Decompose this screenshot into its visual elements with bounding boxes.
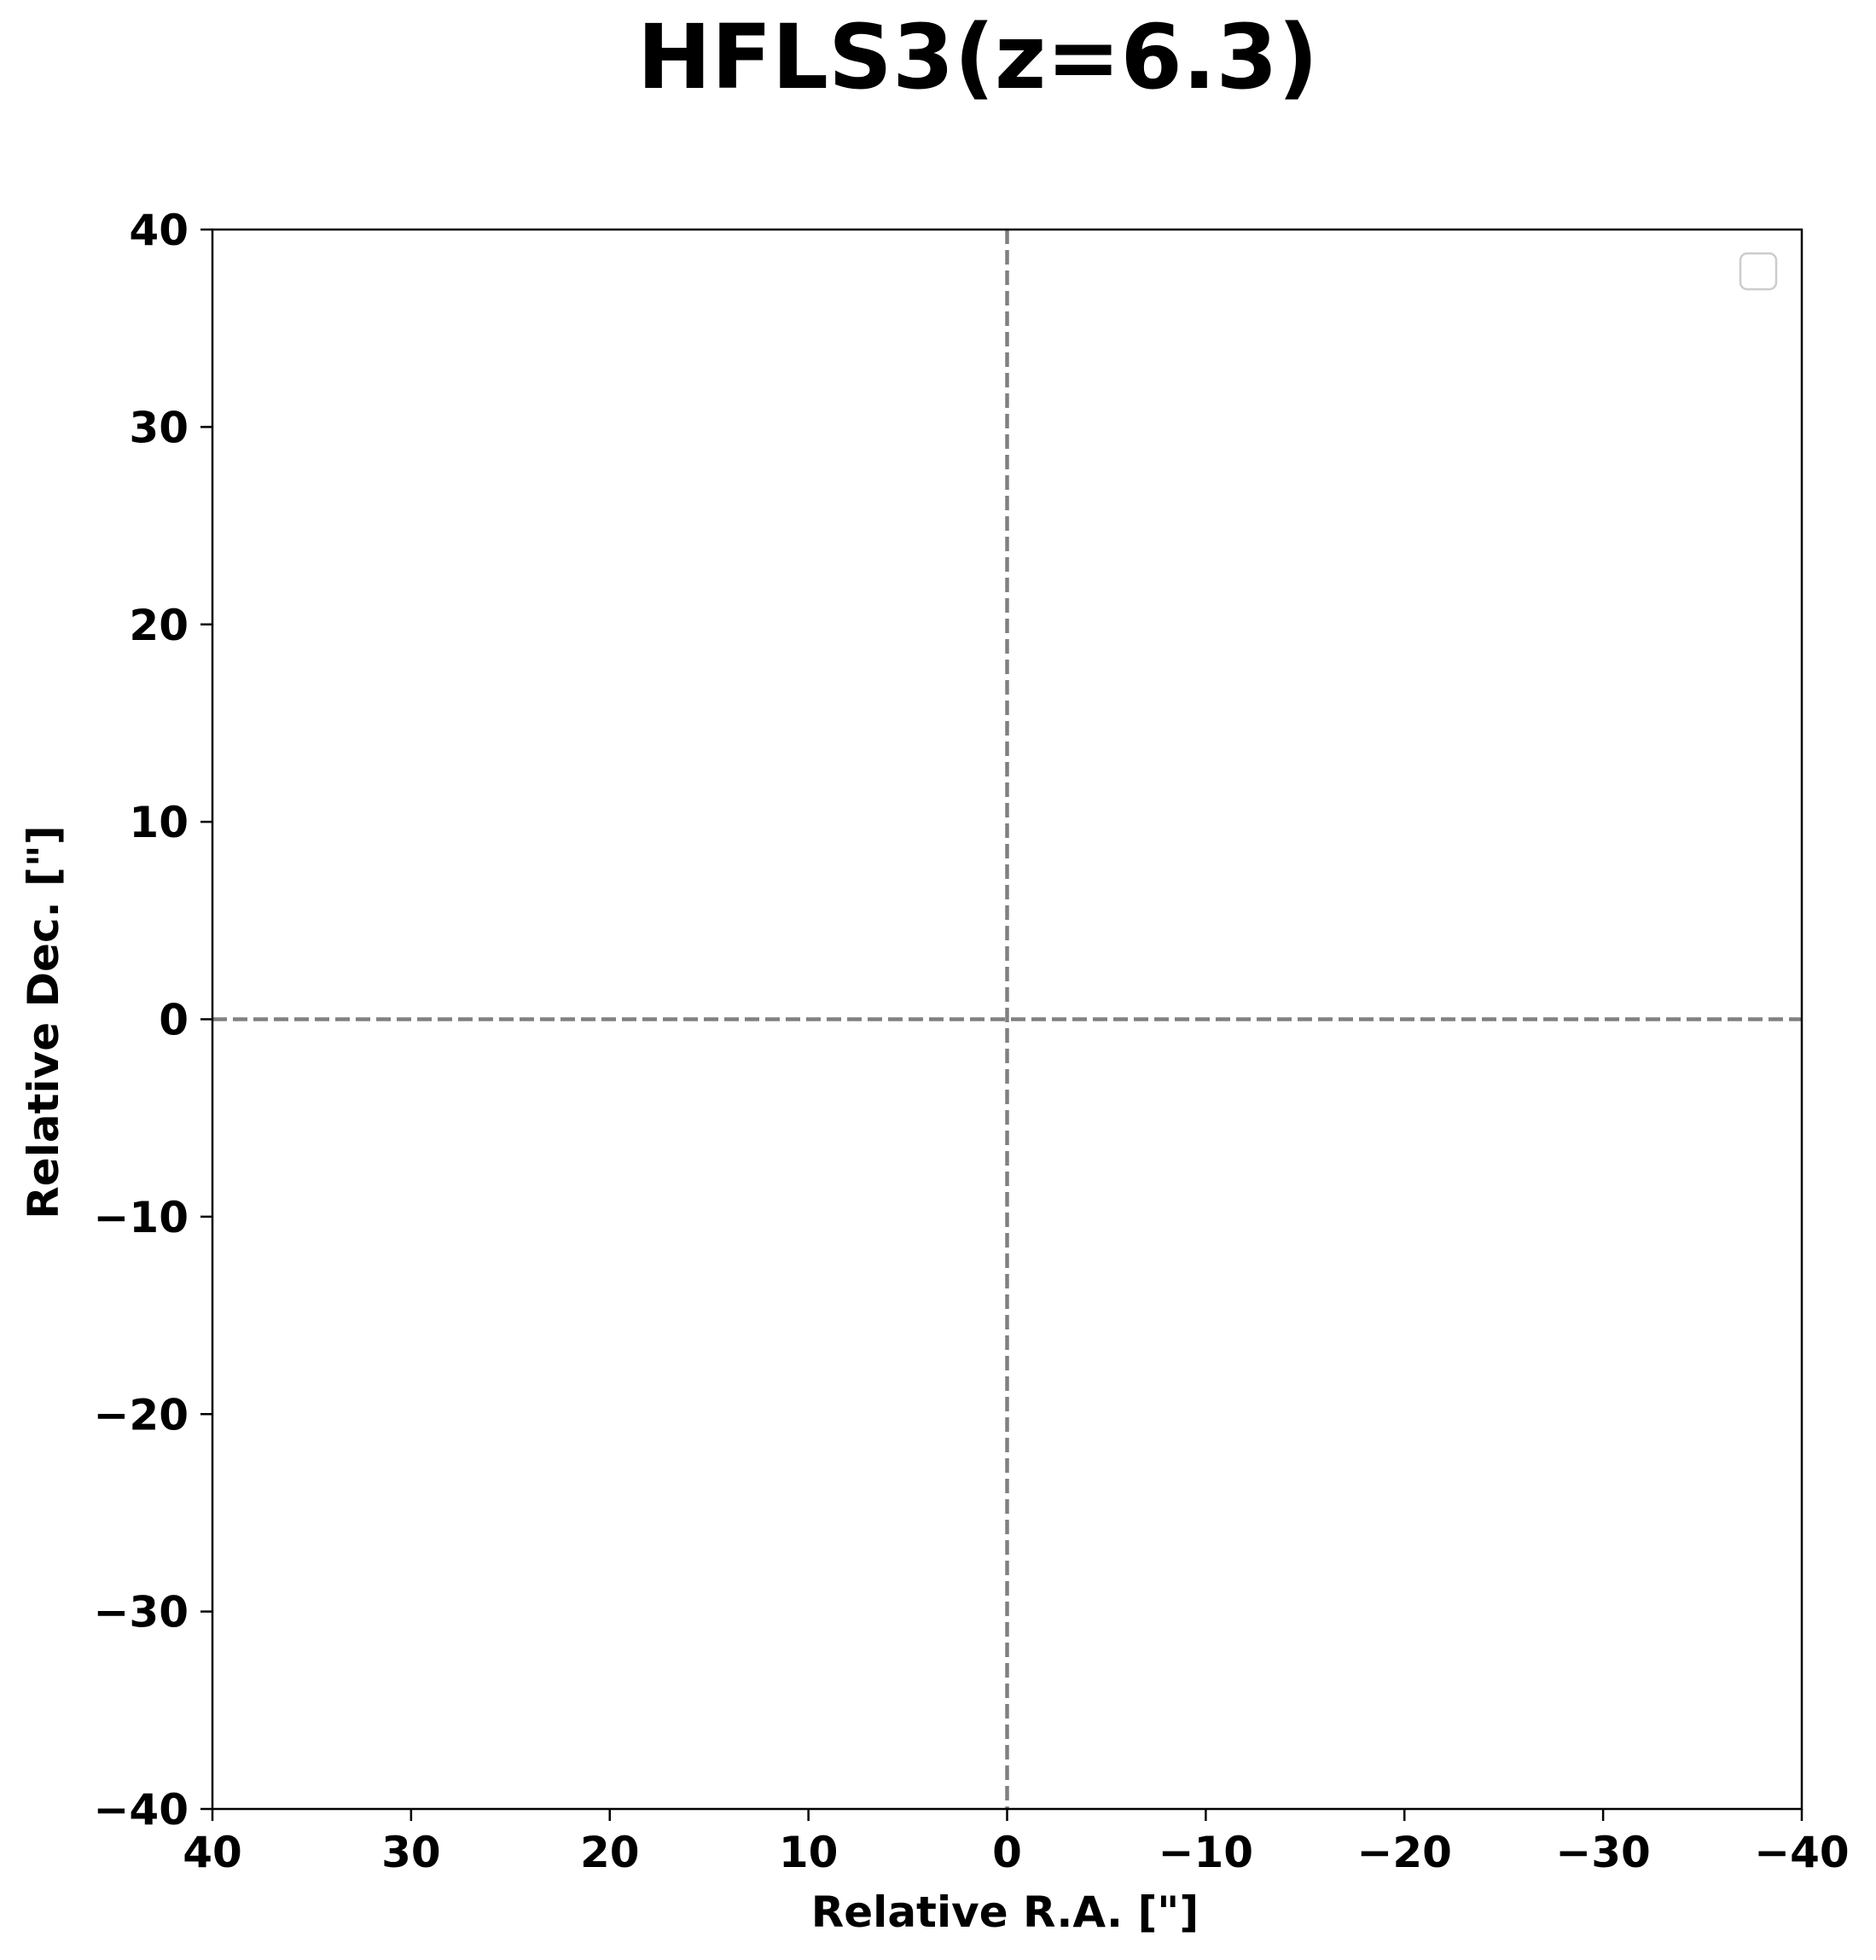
y-tick-label: 30	[129, 403, 189, 452]
x-tick-label: 30	[381, 1828, 441, 1877]
x-tick-label: −30	[1555, 1828, 1650, 1877]
y-tick-label: −40	[94, 1785, 189, 1835]
y-tick-label: 0	[159, 996, 189, 1045]
y-tick-label: 10	[129, 798, 189, 847]
x-tick-label: 10	[779, 1828, 839, 1877]
y-axis-label: Relative Dec. ["]	[19, 825, 68, 1218]
y-tick-label: −20	[94, 1390, 189, 1439]
x-axis: 40 30 20 10 0 −10 −20 −30 −40	[183, 1809, 1850, 1877]
legend-box	[1739, 252, 1778, 291]
chart-title: HFLS3(z=6.3)	[637, 5, 1319, 109]
x-tick-label: −20	[1357, 1828, 1452, 1877]
y-axis: 40 30 20 10 0 −10 −20 −30 −40	[94, 206, 212, 1835]
y-tick-label: −30	[94, 1588, 189, 1637]
x-tick-label: −10	[1159, 1828, 1253, 1877]
y-tick-label: 20	[129, 601, 189, 650]
y-tick-label: 40	[129, 206, 189, 255]
x-tick-label: 40	[183, 1828, 242, 1877]
y-tick-label: −10	[94, 1193, 189, 1242]
x-tick-label: −40	[1754, 1828, 1849, 1877]
x-tick-label: 20	[580, 1828, 640, 1877]
x-tick-label: 0	[992, 1828, 1022, 1877]
reference-lines	[212, 230, 1802, 1809]
x-axis-label: Relative R.A. ["]	[811, 1887, 1199, 1937]
